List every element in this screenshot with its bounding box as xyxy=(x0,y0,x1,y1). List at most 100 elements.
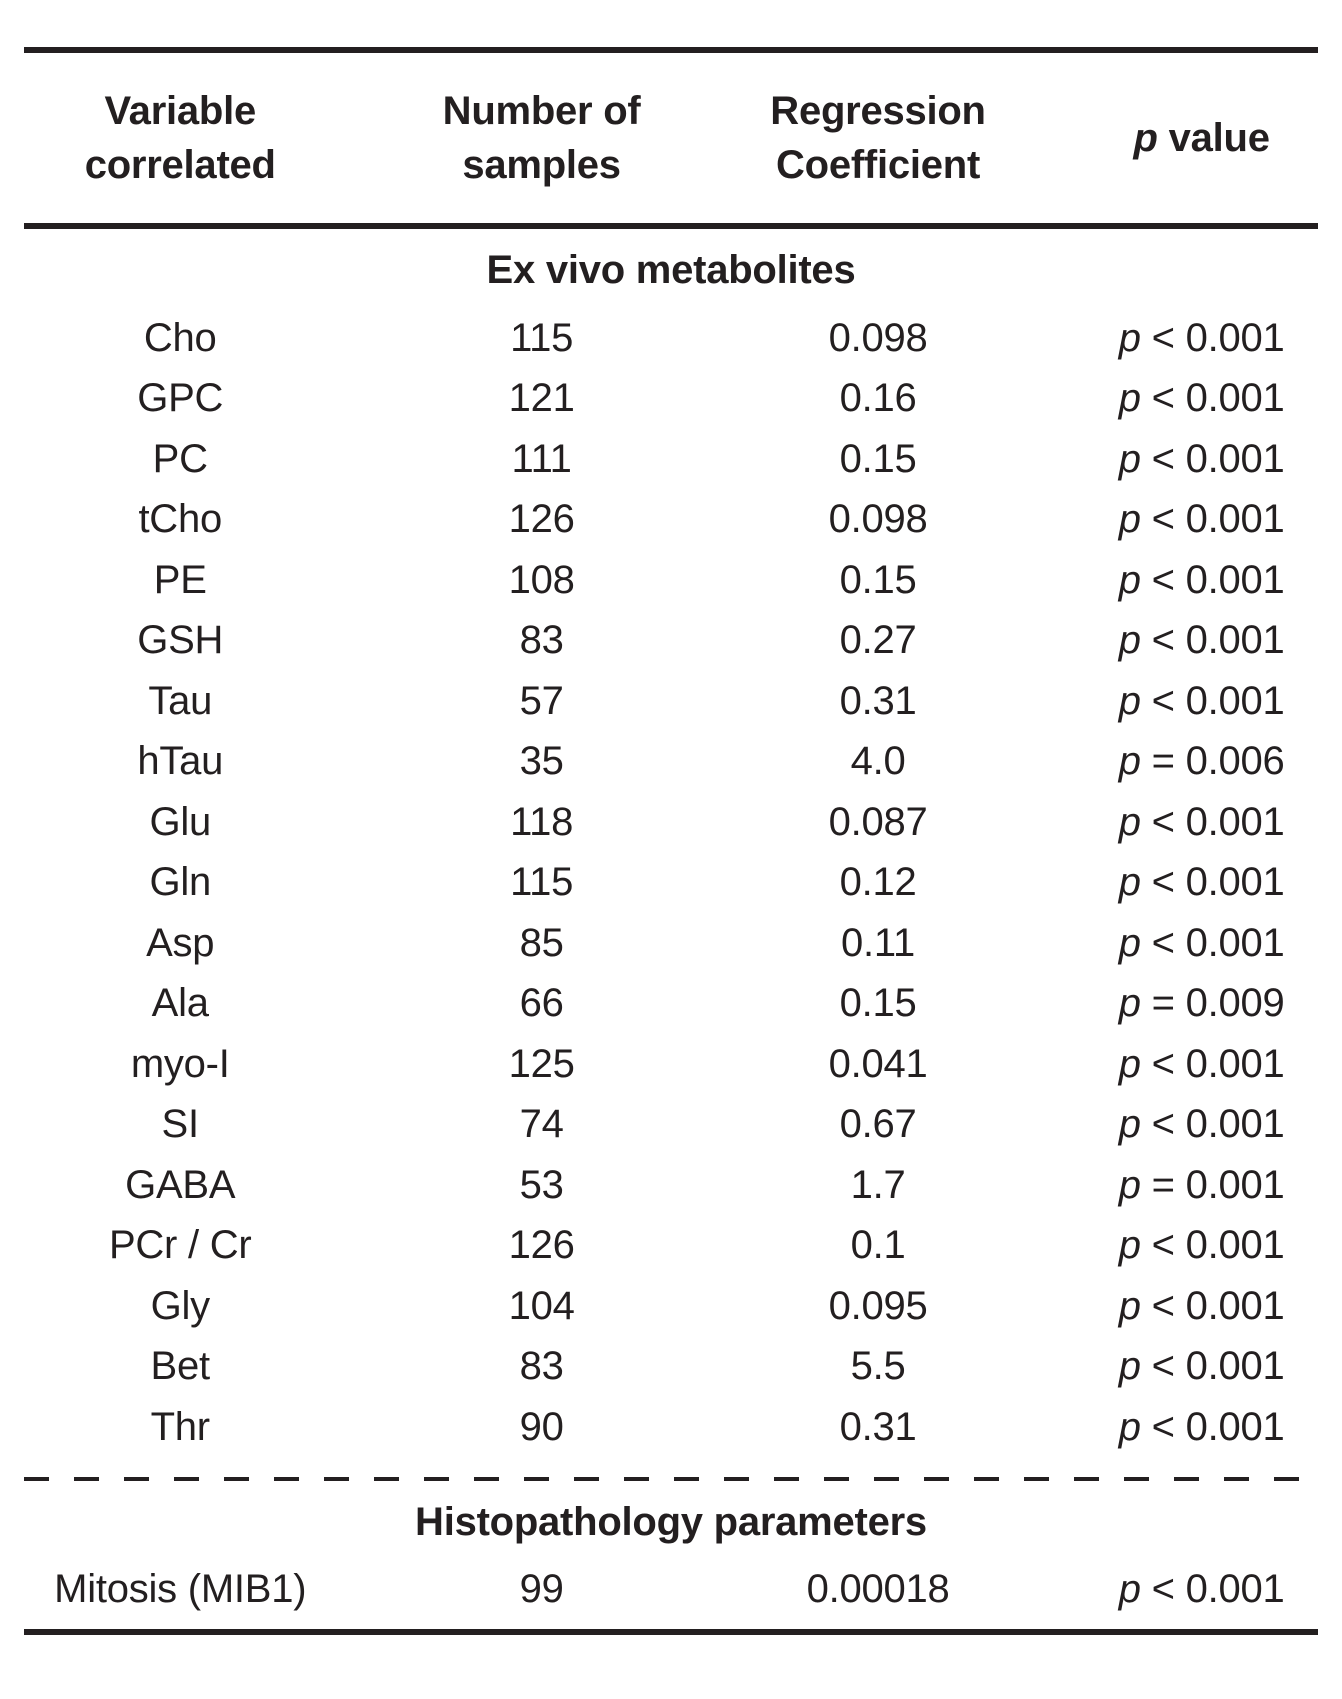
cell-number-of-samples: 99 xyxy=(519,1567,564,1612)
p-symbol: p xyxy=(1118,678,1141,723)
cell-p-value: p < 0.001 xyxy=(1059,1102,1342,1147)
p-value-rest: < 0.001 xyxy=(1140,436,1285,481)
cell-p-value: p < 0.001 xyxy=(1059,558,1342,603)
p-value-rest: < 0.001 xyxy=(1140,557,1285,602)
cell-variable: Ala xyxy=(151,981,209,1026)
table-row: tCho 126 0.098 p < 0.001 xyxy=(24,490,1318,551)
cell-p-value: p < 0.001 xyxy=(1059,316,1342,361)
table-top-rule xyxy=(24,47,1318,53)
cell-regression-coefficient: 0.098 xyxy=(828,315,928,360)
p-symbol: p xyxy=(1118,1102,1141,1147)
cell-p-value: p < 0.001 xyxy=(1059,497,1342,542)
table-row: Glu 118 0.087 p < 0.001 xyxy=(24,792,1318,853)
p-symbol: p xyxy=(1118,1223,1141,1268)
p-symbol: p xyxy=(1118,1283,1141,1328)
table-row: PC 111 0.15 p < 0.001 xyxy=(24,429,1318,490)
cell-number-of-samples: 57 xyxy=(519,678,564,723)
p-value-rest: < 0.001 xyxy=(1140,1567,1285,1612)
cell-p-value: p < 0.001 xyxy=(1059,1405,1342,1450)
cell-number-of-samples: 111 xyxy=(511,436,572,481)
cell-number-of-samples: 85 xyxy=(519,920,564,965)
cell-number-of-samples: 74 xyxy=(519,1102,564,1147)
cell-p-value: p < 0.001 xyxy=(1059,1042,1342,1087)
p-symbol: p xyxy=(1118,376,1141,421)
cell-p-value: p < 0.001 xyxy=(1059,800,1342,845)
table-row: PCr / Cr 126 0.1 p < 0.001 xyxy=(24,1216,1318,1277)
p-symbol: p xyxy=(1118,1162,1141,1207)
table-row: Thr 90 0.31 p < 0.001 xyxy=(24,1397,1318,1458)
cell-p-value: p < 0.001 xyxy=(1059,679,1342,724)
p-symbol: p xyxy=(1118,436,1141,481)
cell-number-of-samples: 115 xyxy=(510,860,574,905)
table-row: Tau 57 0.31 p < 0.001 xyxy=(24,671,1318,732)
table-row: Asp 85 0.11 p < 0.001 xyxy=(24,913,1318,974)
cell-number-of-samples: 126 xyxy=(508,1223,575,1268)
cell-regression-coefficient: 0.27 xyxy=(839,618,917,663)
header-line: Coefficient xyxy=(776,143,981,187)
cell-p-value: p = 0.009 xyxy=(1059,981,1342,1026)
p-symbol: p xyxy=(1118,1404,1141,1449)
table-row: GABA 53 1.7 p = 0.001 xyxy=(24,1155,1318,1216)
p-value-rest: < 0.001 xyxy=(1140,678,1285,723)
section-rows: Mitosis (MIB1) 99 0.00018 p < 0.001 xyxy=(24,1560,1318,1621)
cell-variable: Asp xyxy=(146,920,215,965)
cell-regression-coefficient: 0.31 xyxy=(839,1404,917,1449)
cell-variable: hTau xyxy=(137,739,224,784)
p-value-rest: < 0.001 xyxy=(1140,1344,1285,1389)
table-bottom-rule xyxy=(24,1629,1318,1635)
cell-number-of-samples: 66 xyxy=(519,981,564,1026)
table: Variable correlated Number of samples Re… xyxy=(0,47,1342,1635)
cell-variable: Tau xyxy=(148,678,213,723)
p-value-rest: < 0.001 xyxy=(1140,315,1285,360)
header-line: Variable xyxy=(104,89,256,133)
cell-p-value: p = 0.006 xyxy=(1059,739,1342,784)
table-row: Cho 115 0.098 p < 0.001 xyxy=(24,308,1318,369)
cell-p-value: p < 0.001 xyxy=(1059,1344,1342,1389)
table-row: Mitosis (MIB1) 99 0.00018 p < 0.001 xyxy=(24,1560,1318,1621)
cell-regression-coefficient: 0.041 xyxy=(828,1041,928,1086)
p-value-rest: < 0.001 xyxy=(1140,497,1285,542)
p-symbol: p xyxy=(1118,799,1141,844)
section-title: Ex vivo metabolites xyxy=(486,248,856,292)
cell-number-of-samples: 121 xyxy=(508,376,575,421)
cell-regression-coefficient: 1.7 xyxy=(850,1162,906,1207)
cell-variable: myo-I xyxy=(130,1041,230,1086)
cell-variable: PC xyxy=(152,436,208,481)
p-value-rest: < 0.001 xyxy=(1140,860,1285,905)
cell-variable: GABA xyxy=(125,1162,236,1207)
cell-regression-coefficient: 0.67 xyxy=(839,1102,917,1147)
table-row: PE 108 0.15 p < 0.001 xyxy=(24,550,1318,611)
header-line: correlated xyxy=(84,143,276,187)
header-number-of-samples: Number of samples xyxy=(360,84,722,192)
cell-p-value: p < 0.001 xyxy=(1059,1567,1342,1612)
cell-regression-coefficient: 0.098 xyxy=(828,497,928,542)
p-value-rest: < 0.001 xyxy=(1140,618,1285,663)
cell-variable: Thr xyxy=(150,1404,211,1449)
cell-p-value: p < 0.001 xyxy=(1059,618,1342,663)
p-value-rest: < 0.001 xyxy=(1140,1404,1285,1449)
cell-p-value: p < 0.001 xyxy=(1059,860,1342,905)
table-row: Bet 83 5.5 p < 0.001 xyxy=(24,1337,1318,1398)
table-row: GPC 121 0.16 p < 0.001 xyxy=(24,369,1318,430)
cell-p-value: p < 0.001 xyxy=(1059,376,1342,421)
p-value-rest: = 0.001 xyxy=(1140,1162,1285,1207)
cell-variable: PE xyxy=(153,557,207,602)
header-line: Regression xyxy=(770,89,986,133)
cell-number-of-samples: 83 xyxy=(519,618,564,663)
table-row: Gln 115 0.12 p < 0.001 xyxy=(24,853,1318,914)
table-row: Gly 104 0.095 p < 0.001 xyxy=(24,1276,1318,1337)
cell-regression-coefficient: 5.5 xyxy=(850,1344,906,1389)
cell-number-of-samples: 104 xyxy=(508,1283,575,1328)
header-regression-coefficient: Regression Coefficient xyxy=(723,84,1034,192)
cell-regression-coefficient: 0.087 xyxy=(828,799,928,844)
cell-regression-coefficient: 0.31 xyxy=(839,678,917,723)
p-symbol: p xyxy=(1118,497,1141,542)
p-symbol: p xyxy=(1118,557,1141,602)
p-symbol: p xyxy=(1118,981,1141,1026)
p-value-rest: < 0.001 xyxy=(1140,1283,1285,1328)
p-symbol: p xyxy=(1118,920,1141,965)
cell-regression-coefficient: 0.11 xyxy=(841,920,915,965)
cell-regression-coefficient: 0.15 xyxy=(839,557,917,602)
cell-number-of-samples: 126 xyxy=(508,497,575,542)
table-row: GSH 83 0.27 p < 0.001 xyxy=(24,611,1318,672)
